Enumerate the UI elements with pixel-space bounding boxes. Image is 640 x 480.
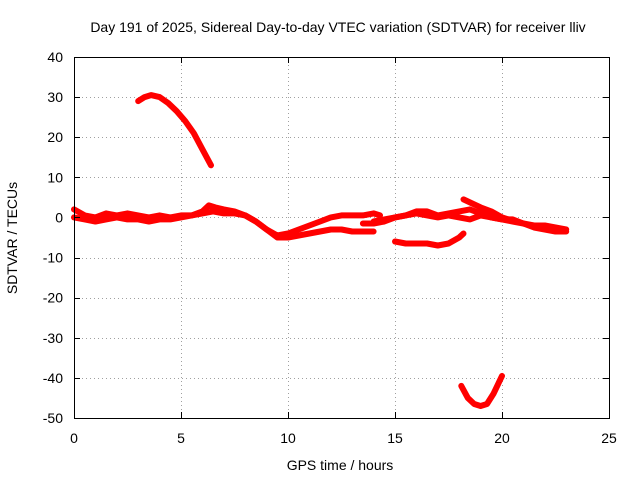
- series-track-6: [392, 230, 467, 249]
- series-track-5: [460, 196, 512, 223]
- series-track-4: [359, 206, 570, 235]
- x-tick-label: 10: [280, 430, 296, 446]
- series-track-8: [458, 372, 505, 409]
- y-tick-label: 20: [47, 129, 63, 145]
- x-tick-label: 5: [177, 430, 185, 446]
- y-tick-label: -20: [43, 290, 63, 306]
- y-tick-label: -50: [43, 410, 63, 426]
- y-tick-label: 30: [47, 89, 63, 105]
- x-tick-label: 25: [601, 430, 617, 446]
- data-series: [71, 92, 570, 409]
- grid: [74, 57, 609, 418]
- x-tick-label: 0: [70, 430, 78, 446]
- x-tick-label: 20: [494, 430, 510, 446]
- y-tick-label: -10: [43, 250, 63, 266]
- x-tick-labels: 0 5 10 15 20 25: [70, 430, 617, 446]
- y-axis-title: SDTVAR / TECUs: [4, 182, 20, 294]
- y-tick-label: 40: [47, 49, 63, 65]
- y-tick-label: -40: [43, 370, 63, 386]
- axis-ticks: [74, 57, 610, 419]
- series-track-1: [71, 202, 383, 239]
- y-tick-label: -30: [43, 330, 63, 346]
- plot-frame: [74, 57, 610, 419]
- y-tick-labels: -50 -40 -30 -20 -10 0 10 20 30 40: [43, 49, 63, 426]
- series-track-2: [71, 208, 377, 241]
- x-axis-title: GPS time / hours: [287, 457, 394, 473]
- x-tick-label: 15: [387, 430, 403, 446]
- y-tick-label: 0: [55, 209, 63, 225]
- chart-title: Day 191 of 2025, Sidereal Day-to-day VTE…: [90, 19, 585, 35]
- y-tick-label: 10: [47, 169, 63, 185]
- series-track-7: [135, 92, 214, 169]
